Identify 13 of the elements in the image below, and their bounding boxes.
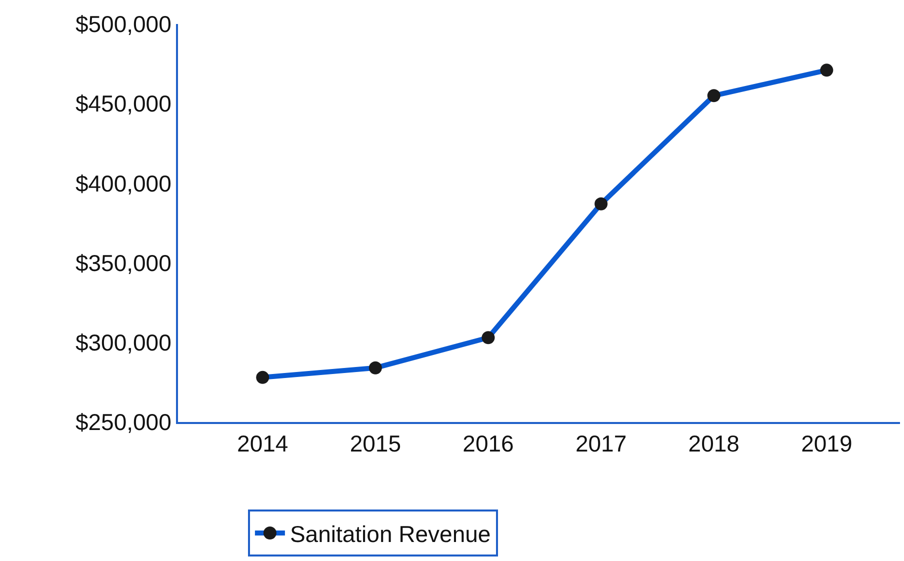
y-tick-label: $250,000 [75, 409, 172, 436]
x-tick-label: 2019 [801, 430, 852, 457]
y-tick-label: $450,000 [75, 90, 172, 117]
legend-label: Sanitation Revenue [290, 520, 491, 547]
y-tick-label: $500,000 [75, 11, 172, 38]
x-tick-label: 2014 [237, 430, 288, 457]
y-tick-label: $300,000 [75, 329, 172, 356]
y-tick-label: $350,000 [75, 250, 172, 276]
x-tick-label: 2016 [462, 430, 514, 457]
x-tick-label: 2017 [575, 430, 627, 457]
x-tick-label: 2018 [688, 430, 740, 457]
y-tick-label: $400,000 [75, 170, 172, 196]
x-tick-label: 2015 [350, 430, 402, 457]
